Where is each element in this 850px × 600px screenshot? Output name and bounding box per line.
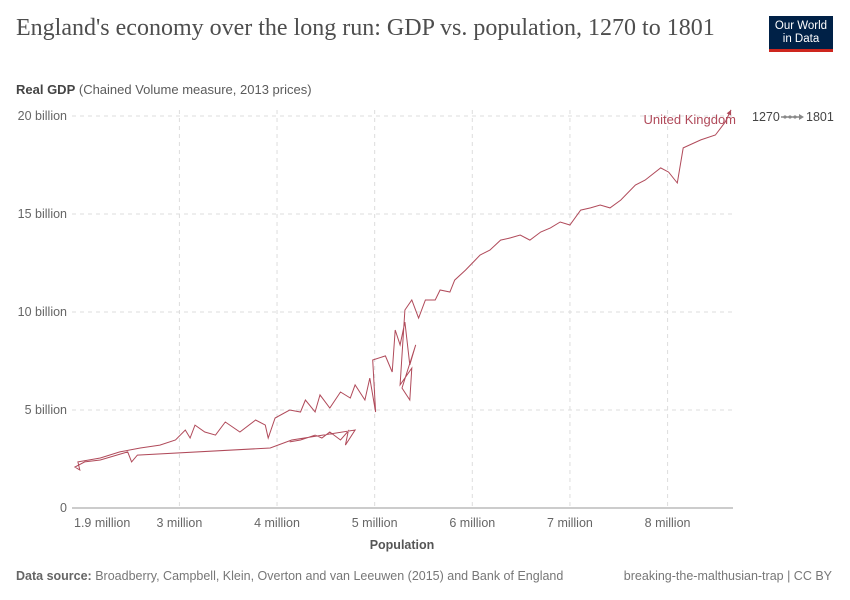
y-tick-label: 0 xyxy=(60,501,67,515)
x-tick-label: 4 million xyxy=(254,516,300,530)
owid-logo[interactable]: Our World in Data xyxy=(769,16,833,52)
data-source: Data source: Broadberry, Campbell, Klein… xyxy=(16,569,563,583)
data-source-text: Broadberry, Campbell, Klein, Overton and… xyxy=(91,569,564,583)
y-axis-title-bold: Real GDP xyxy=(16,82,76,97)
legend-arrow-icon xyxy=(781,114,804,120)
grid xyxy=(72,110,733,508)
x-tick-label: 7 million xyxy=(547,516,593,530)
axis-ticks: 0 5 billion 10 billion 15 billion 20 billion… xyxy=(18,109,691,530)
y-tick-label: 15 billion xyxy=(18,207,67,221)
series-line-united-kingdom[interactable] xyxy=(73,109,732,472)
y-tick-label: 20 billion xyxy=(18,109,67,123)
chart-title: England's economy over the long run: GDP… xyxy=(16,15,715,41)
y-axis-title-rest: (Chained Volume measure, 2013 prices) xyxy=(75,82,312,97)
logo-line-2: in Data xyxy=(782,33,820,45)
x-tick-label: 6 million xyxy=(449,516,495,530)
x-tick-label: 1.9 million xyxy=(74,516,130,530)
y-tick-label: 5 billion xyxy=(25,403,67,417)
legend-start-year: 1270 xyxy=(752,110,780,124)
logo-line-1: Our World xyxy=(774,20,828,32)
y-tick-label: 10 billion xyxy=(18,305,67,319)
series-label[interactable]: United Kingdom xyxy=(644,112,737,127)
series-end-arrow xyxy=(726,109,732,116)
x-tick-label: 3 million xyxy=(156,516,202,530)
license-link[interactable]: breaking-the-malthusian-trap | CC BY xyxy=(623,569,832,583)
y-axis-title: Real GDP (Chained Volume measure, 2013 p… xyxy=(16,82,312,97)
legend-end-year: 1801 xyxy=(806,110,834,124)
x-tick-label: 5 million xyxy=(352,516,398,530)
data-source-label: Data source: xyxy=(16,569,92,583)
x-axis-label: Population xyxy=(370,538,435,552)
x-tick-label: 8 million xyxy=(645,516,691,530)
timeline-legend[interactable]: 1270 1801 xyxy=(752,110,834,124)
